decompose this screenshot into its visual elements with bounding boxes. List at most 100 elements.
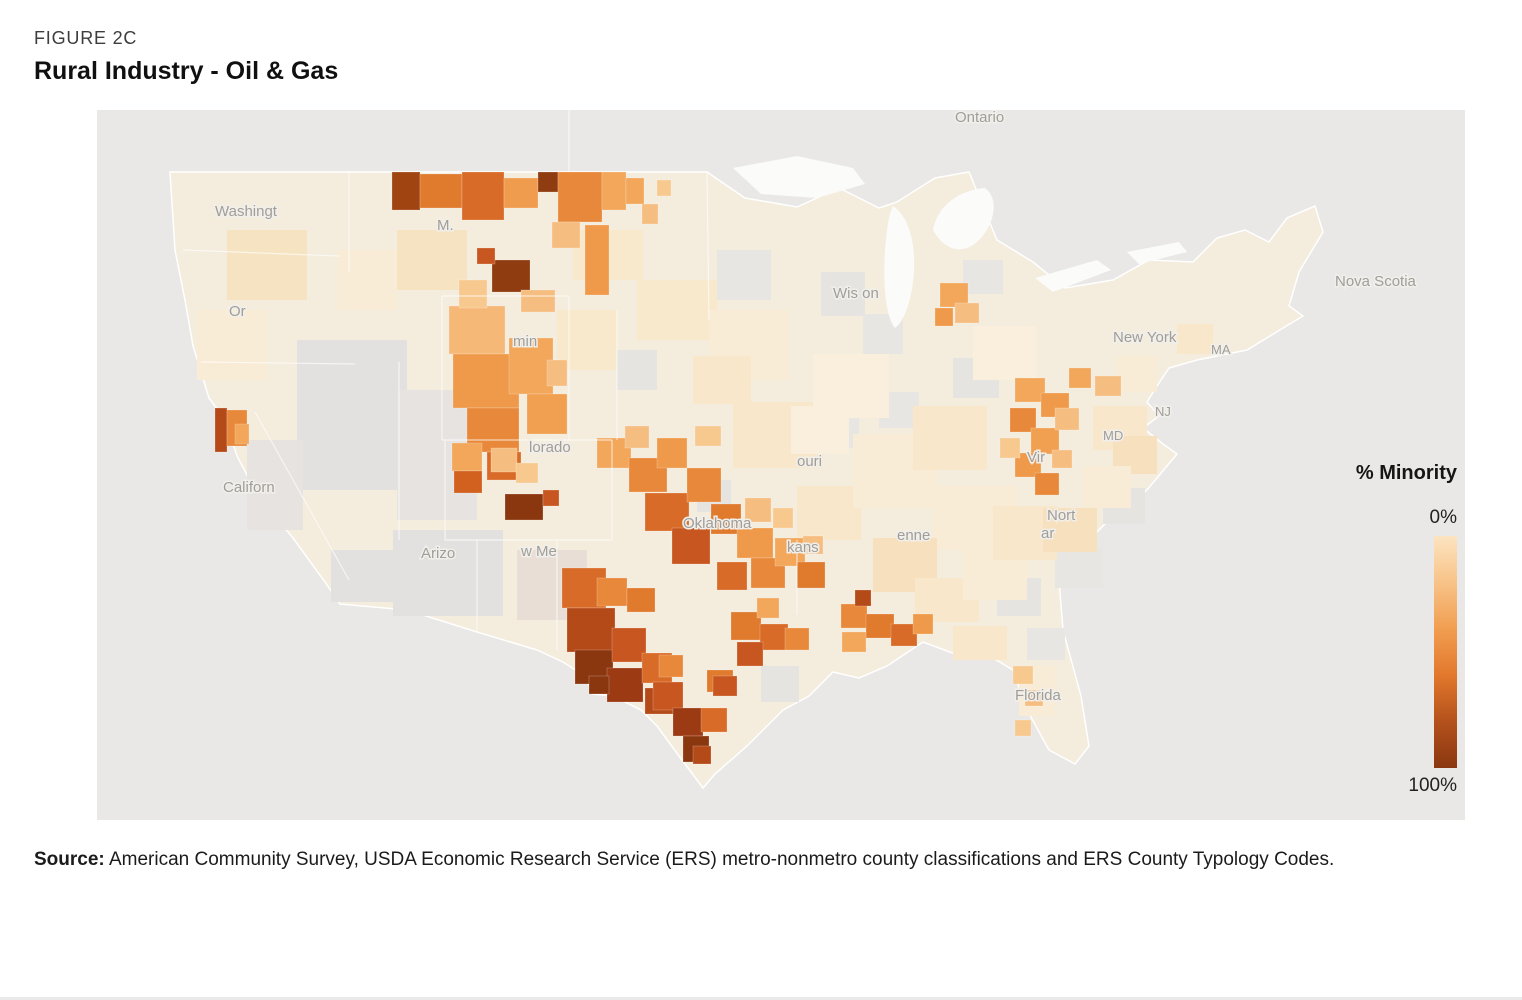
legend-max-label: 100% (1408, 775, 1457, 796)
base-county-patch (761, 666, 799, 702)
county-patch[interactable] (490, 447, 518, 473)
county-patch[interactable] (466, 407, 520, 453)
county-patch[interactable] (451, 442, 483, 472)
county-patch[interactable] (1094, 375, 1122, 397)
county-patch[interactable] (503, 177, 539, 209)
county-patch[interactable] (716, 561, 748, 591)
county-patch[interactable] (504, 493, 544, 521)
county-patch[interactable] (954, 302, 980, 324)
county-patch[interactable] (448, 305, 506, 355)
county-patch[interactable] (700, 707, 728, 733)
county-patch[interactable] (537, 171, 559, 193)
county-patch[interactable] (890, 623, 918, 647)
county-patch[interactable] (656, 179, 672, 197)
county-patch[interactable] (802, 535, 824, 555)
county-patch[interactable] (1054, 407, 1080, 431)
place-label: enne (897, 527, 930, 544)
county-patch[interactable] (865, 613, 895, 639)
county-patch[interactable] (756, 597, 780, 619)
county-patch[interactable] (744, 497, 772, 523)
county-patch[interactable] (641, 203, 659, 225)
county-patch[interactable] (671, 527, 711, 565)
county-patch[interactable] (491, 259, 531, 293)
base-county-patch (953, 626, 1007, 660)
county-patch[interactable] (1024, 689, 1044, 707)
county-patch[interactable] (784, 627, 810, 651)
county-patch[interactable] (1068, 367, 1092, 389)
lake-superior-icon (733, 156, 865, 198)
county-patch[interactable] (759, 623, 789, 651)
county-patch[interactable] (1014, 719, 1032, 737)
base-county-patch (797, 486, 861, 540)
county-patch[interactable] (624, 425, 650, 449)
county-patch[interactable] (686, 467, 722, 503)
county-patch[interactable] (1030, 427, 1060, 455)
county-patch[interactable] (419, 173, 463, 209)
county-patch[interactable] (520, 289, 556, 313)
county-patch[interactable] (672, 707, 704, 737)
county-patch[interactable] (588, 675, 610, 695)
map-container: Ontario Washingt M. Or Wis on min New York MA No… (97, 110, 1465, 820)
legend-min-label: 0% (1429, 507, 1457, 528)
county-patch[interactable] (391, 171, 421, 211)
county-patch[interactable] (656, 437, 688, 469)
place-label: MD (1103, 428, 1123, 443)
county-patch[interactable] (515, 462, 539, 484)
county-patch[interactable] (584, 224, 610, 296)
county-patch[interactable] (658, 654, 684, 678)
county-patch[interactable] (730, 611, 762, 641)
county-patch[interactable] (1009, 407, 1037, 433)
base-county-patch (227, 230, 307, 300)
county-patch[interactable] (841, 631, 867, 653)
place-label: NJ (1155, 404, 1171, 419)
county-patch[interactable] (934, 307, 954, 327)
place-label: Washingt (215, 203, 278, 220)
base-county-patch (247, 440, 303, 530)
county-patch[interactable] (611, 627, 647, 663)
county-patch[interactable] (626, 587, 656, 613)
county-patch[interactable] (526, 393, 568, 435)
base-county-patch (973, 326, 1037, 380)
county-patch[interactable] (736, 641, 764, 667)
base-county-patch (1117, 356, 1157, 392)
county-patch[interactable] (652, 681, 684, 711)
county-patch[interactable] (999, 437, 1021, 459)
lake-huron-icon (933, 188, 994, 250)
county-patch[interactable] (774, 537, 806, 567)
county-patch[interactable] (710, 503, 742, 535)
county-patch[interactable] (1051, 449, 1073, 469)
county-patch[interactable] (854, 589, 872, 607)
legend-title: % Minority (1355, 462, 1457, 484)
county-patch[interactable] (234, 423, 250, 445)
choropleth-map[interactable]: Ontario Washingt M. Or Wis on min New York MA No… (97, 110, 1465, 820)
county-patch[interactable] (606, 667, 644, 703)
county-patch[interactable] (796, 561, 826, 589)
county-patch[interactable] (1034, 472, 1060, 496)
county-patch[interactable] (694, 425, 722, 447)
county-patch[interactable] (453, 470, 483, 494)
county-patch[interactable] (1014, 377, 1046, 403)
county-patch[interactable] (596, 577, 628, 607)
county-patch[interactable] (458, 279, 488, 309)
county-patch[interactable] (692, 745, 712, 765)
county-patch[interactable] (601, 171, 627, 211)
county-patch[interactable] (551, 221, 581, 249)
county-patch[interactable] (840, 603, 868, 629)
county-patch[interactable] (557, 171, 603, 223)
county-patch[interactable] (644, 492, 690, 532)
county-patch[interactable] (566, 607, 616, 653)
county-patch[interactable] (214, 407, 228, 453)
county-patch[interactable] (546, 359, 568, 387)
county-patch[interactable] (912, 613, 934, 635)
county-patch[interactable] (712, 675, 738, 697)
county-patch[interactable] (452, 353, 520, 409)
county-patch[interactable] (772, 507, 794, 529)
county-patches[interactable] (214, 171, 1122, 765)
county-patch[interactable] (461, 171, 505, 221)
county-patch[interactable] (736, 527, 774, 559)
county-patch[interactable] (625, 177, 645, 205)
county-patch[interactable] (508, 337, 554, 395)
county-patch[interactable] (1012, 665, 1034, 685)
county-patch[interactable] (476, 247, 496, 265)
county-patch[interactable] (542, 489, 560, 507)
